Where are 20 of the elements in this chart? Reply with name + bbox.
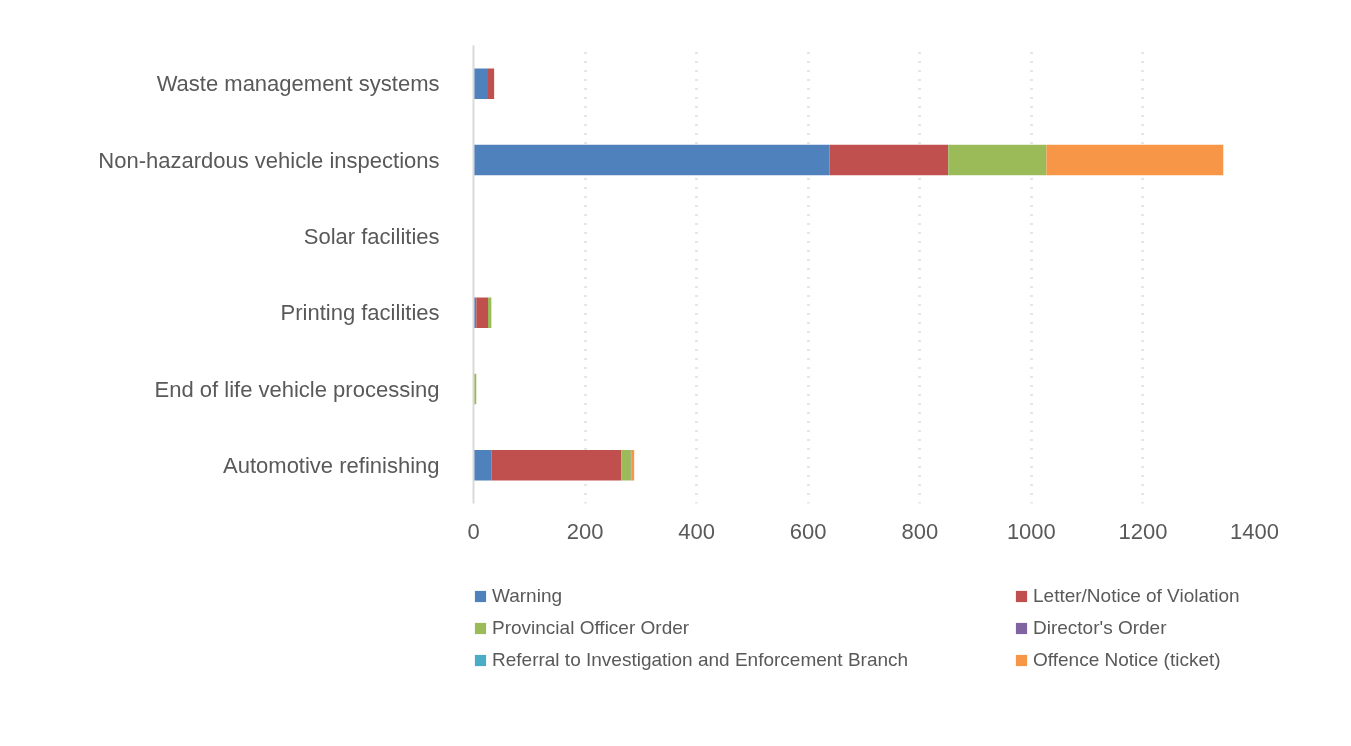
legend-label: Offence Notice (ticket): [1033, 649, 1222, 671]
x-tick-label: 400: [678, 518, 716, 544]
y-tick-label: Waste management systems: [156, 71, 440, 97]
y-tick-label: Non-hazardous vehicle inspections: [98, 147, 440, 173]
y-tick-label: End of life vehicle processing: [154, 376, 440, 402]
y-tick-label: Printing facilities: [280, 300, 440, 326]
x-tick-label: 1400: [1230, 518, 1279, 544]
x-tick-label: 600: [789, 518, 827, 544]
x-tick-label: 1000: [1006, 518, 1056, 544]
x-tick-label: 200: [566, 518, 604, 544]
y-tick-label: Automotive refinishing: [223, 452, 440, 478]
legend-label: Letter/Notice of Violation: [1033, 585, 1241, 607]
legend-label: Provincial Officer Order: [492, 617, 691, 639]
legend-label: Director's Order: [1033, 617, 1168, 639]
x-tick-label: 800: [901, 518, 939, 544]
legend-label: Referral to Investigation and Enforcement Branch: [492, 649, 910, 671]
legend-label: Warning: [492, 585, 564, 607]
x-tick-label: 0: [467, 518, 480, 544]
x-tick-label: 1200: [1118, 518, 1168, 544]
y-tick-label: Solar facilities: [303, 223, 440, 249]
